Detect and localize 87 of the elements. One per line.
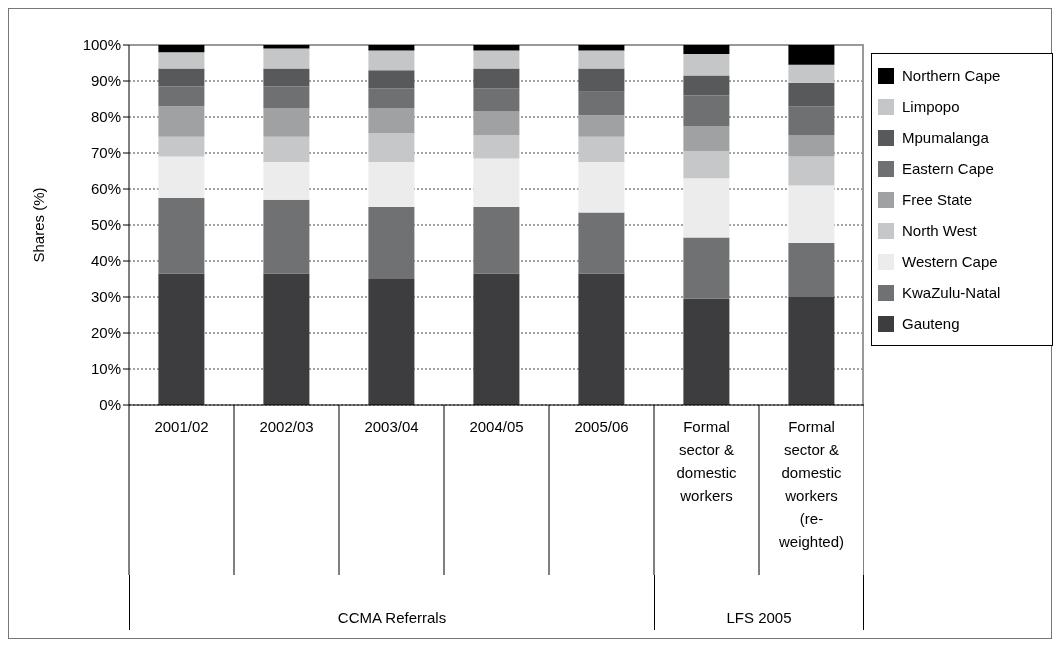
bar — [683, 54, 730, 76]
legend-label: Mpumalanga — [902, 129, 989, 146]
bar — [263, 199, 310, 274]
bar — [263, 68, 310, 87]
bar — [158, 156, 205, 198]
bar — [473, 273, 520, 405]
y-tick-label: 100% — [82, 36, 121, 54]
bar — [263, 86, 310, 108]
x-tick-label: Formal sector & domestic workers (re-weighted) — [777, 417, 845, 552]
legend-label: North West — [902, 222, 977, 239]
x-tick-label: 2001/02 — [153, 417, 210, 437]
y-tick-label: 80% — [90, 108, 121, 126]
bar — [788, 45, 835, 65]
bar — [788, 135, 835, 157]
bar — [788, 64, 835, 83]
y-tick-label: 10% — [90, 360, 121, 378]
bar — [473, 50, 520, 69]
bar — [683, 151, 730, 179]
bar — [368, 50, 415, 71]
x-tick-label: 2002/03 — [258, 417, 315, 437]
bar — [473, 111, 520, 135]
bar — [368, 162, 415, 207]
bar — [788, 243, 835, 297]
bar — [473, 68, 520, 89]
bar — [263, 45, 310, 49]
bar — [263, 162, 310, 200]
bar — [578, 115, 625, 137]
legend-label: KwaZulu-Natal — [902, 284, 1001, 301]
bar — [368, 207, 415, 279]
bar — [368, 108, 415, 134]
legend-label: Free State — [902, 191, 973, 208]
bar — [158, 136, 205, 157]
bar — [788, 185, 835, 243]
bar — [263, 136, 310, 162]
legend-label: Northern Cape — [902, 67, 1001, 84]
bar — [158, 68, 205, 87]
bar — [578, 68, 625, 92]
y-tick-label: 70% — [90, 144, 121, 162]
text: CCMA Referrals — [337, 609, 447, 626]
x-tick-label: 2004/05 — [468, 417, 525, 437]
bar — [263, 108, 310, 137]
bar — [683, 126, 730, 152]
bar — [788, 82, 835, 107]
bar — [578, 50, 625, 69]
x-tick-label: 2003/04 — [363, 417, 420, 437]
y-tick-label: 90% — [90, 72, 121, 90]
bar — [158, 52, 205, 69]
bar — [473, 158, 520, 207]
bar — [683, 237, 730, 299]
text: LFS 2005 — [726, 609, 792, 626]
x-tick-label: Formal sector & domestic workers — [675, 417, 738, 506]
bar — [473, 135, 520, 159]
y-tick-label: 40% — [90, 252, 121, 270]
legend-label: Western Cape — [902, 253, 998, 270]
legend-label: Limpopo — [902, 98, 960, 115]
bar — [578, 45, 625, 51]
bar — [683, 178, 730, 238]
bar — [368, 45, 415, 51]
bar — [578, 212, 625, 274]
y-tick-label: 30% — [90, 288, 121, 306]
bar — [473, 45, 520, 51]
bar — [158, 198, 205, 274]
y-tick-label: 60% — [90, 180, 121, 198]
y-tick-label: 50% — [90, 216, 121, 234]
bar — [578, 136, 625, 162]
y-axis-title: Shares (%) — [30, 187, 48, 263]
bar — [683, 95, 730, 126]
bar — [473, 207, 520, 274]
bar — [683, 75, 730, 96]
bar — [368, 88, 415, 108]
legend-label: Gauteng — [902, 315, 960, 332]
bar — [368, 70, 415, 89]
bar — [263, 48, 310, 69]
legend-label: Eastern Cape — [902, 160, 994, 177]
bar — [788, 106, 835, 135]
bar — [788, 156, 835, 186]
bar — [578, 91, 625, 116]
y-tick-label: 0% — [99, 396, 121, 414]
x-tick-label: 2005/06 — [573, 417, 630, 437]
bar — [158, 45, 205, 53]
bar — [158, 86, 205, 107]
bar — [578, 162, 625, 213]
bar — [368, 133, 415, 162]
y-tick-label: 20% — [90, 324, 121, 342]
bar — [473, 88, 520, 112]
bar — [683, 45, 730, 54]
bar — [158, 106, 205, 137]
